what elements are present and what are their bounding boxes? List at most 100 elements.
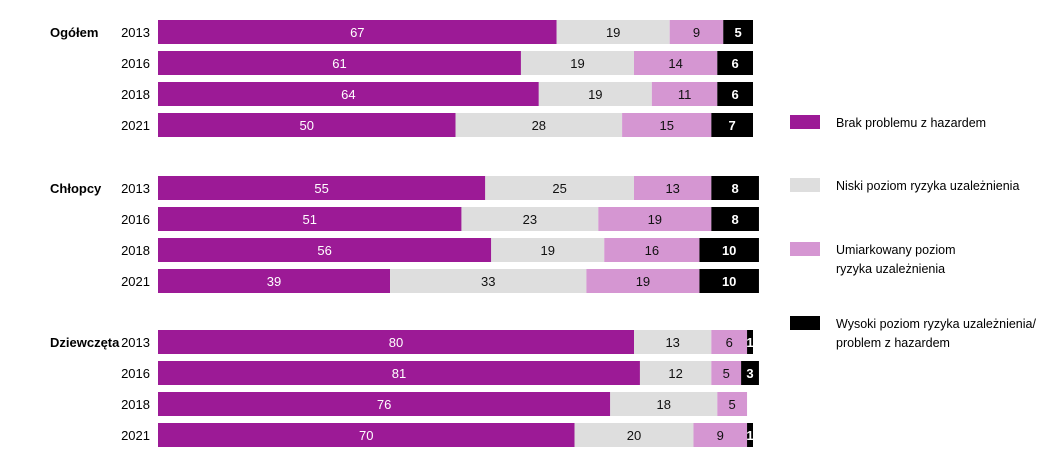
- data-label: 5: [735, 25, 742, 40]
- legend-swatch: [790, 242, 820, 256]
- bar-segment: [610, 392, 718, 416]
- data-label: 39: [267, 274, 281, 289]
- bar-segment: [747, 330, 753, 354]
- legend-label: Umiarkowany poziom: [836, 243, 955, 257]
- data-label: 12: [668, 366, 682, 381]
- bar-segment: [717, 82, 753, 106]
- data-label: 6: [732, 56, 739, 71]
- bar-segment: [158, 20, 557, 44]
- data-label: 80: [389, 335, 403, 350]
- data-label: 14: [668, 56, 682, 71]
- data-label: 10: [722, 243, 736, 258]
- bar-segment: [158, 51, 521, 75]
- data-label: 28: [532, 118, 546, 133]
- bar-segment: [711, 113, 753, 137]
- data-label: 67: [350, 25, 364, 40]
- group-label: Chłopcy: [50, 181, 102, 196]
- group-label: Dziewczęta: [50, 335, 120, 350]
- bar-segment: [461, 207, 599, 231]
- data-label: 20: [627, 428, 641, 443]
- bar-segment: [711, 176, 759, 200]
- data-label: 9: [693, 25, 700, 40]
- bar-segment: [158, 392, 611, 416]
- data-label: 19: [570, 56, 584, 71]
- bar-segment: [634, 176, 712, 200]
- data-label: 11: [678, 87, 692, 102]
- year-tick-label: 2021: [121, 274, 150, 289]
- bar-segment: [556, 20, 670, 44]
- data-label: 56: [317, 243, 331, 258]
- data-label: 19: [540, 243, 554, 258]
- bar-segment: [651, 82, 718, 106]
- bar-segment: [634, 51, 718, 75]
- bar-segment: [158, 361, 640, 385]
- legend-swatch: [790, 316, 820, 330]
- bar-segment: [634, 330, 712, 354]
- legend-label: Wysoki poziom ryzyka uzależnienia/: [836, 317, 1036, 331]
- bar-segment: [158, 423, 575, 447]
- data-label: 13: [665, 335, 679, 350]
- data-label: 15: [659, 118, 673, 133]
- year-tick-label: 2018: [121, 397, 150, 412]
- data-label: 5: [729, 397, 736, 412]
- legend-label: Brak problemu z hazardem: [836, 116, 986, 130]
- data-label: 19: [588, 87, 602, 102]
- legend-swatch: [790, 178, 820, 192]
- data-label: 19: [606, 25, 620, 40]
- data-label: 33: [481, 274, 495, 289]
- data-label: 64: [341, 87, 355, 102]
- bar-segment: [158, 238, 492, 262]
- data-label: 10: [722, 274, 736, 289]
- bar-segment: [747, 423, 753, 447]
- bar-segment: [693, 423, 748, 447]
- data-label: 23: [523, 212, 537, 227]
- data-label: 81: [392, 366, 406, 381]
- bar-segment: [158, 113, 456, 137]
- bar-segment: [574, 423, 694, 447]
- bar-segment: [485, 176, 634, 200]
- data-label: 7: [729, 118, 736, 133]
- bar-segment: [699, 238, 759, 262]
- data-label: 76: [377, 397, 391, 412]
- data-label: 61: [332, 56, 346, 71]
- year-tick-label: 2013: [121, 335, 150, 350]
- data-label: 50: [300, 118, 314, 133]
- bar-segment: [639, 361, 712, 385]
- bar-segment: [158, 269, 391, 293]
- data-label: 51: [302, 212, 316, 227]
- data-label: 70: [359, 428, 373, 443]
- bar-segment: [158, 82, 539, 106]
- bar-segment: [669, 20, 724, 44]
- bar-segment: [699, 269, 759, 293]
- data-label: 16: [645, 243, 659, 258]
- bar-segment: [158, 330, 634, 354]
- data-label: 13: [665, 181, 679, 196]
- year-tick-label: 2021: [121, 428, 150, 443]
- legend-label: Niski poziom ryzyka uzależnienia: [836, 179, 1019, 193]
- bar-segment: [520, 51, 634, 75]
- data-label: 19: [648, 212, 662, 227]
- data-label: 1: [746, 335, 753, 350]
- data-label: 5: [723, 366, 730, 381]
- year-tick-label: 2013: [121, 25, 150, 40]
- bar-segment: [717, 392, 748, 416]
- year-tick-label: 2021: [121, 118, 150, 133]
- bar-segment: [538, 82, 652, 106]
- bar-segment: [717, 51, 753, 75]
- legend-label: problem z hazardem: [836, 336, 950, 350]
- bar-segment: [158, 176, 486, 200]
- data-label: 9: [717, 428, 724, 443]
- data-label: 19: [636, 274, 650, 289]
- bar-segment: [586, 269, 700, 293]
- bar-segment: [741, 361, 759, 385]
- bar-segment: [604, 238, 700, 262]
- bar-segment: [622, 113, 712, 137]
- year-tick-label: 2013: [121, 181, 150, 196]
- bar-segment: [598, 207, 712, 231]
- data-label: 18: [657, 397, 671, 412]
- bar-segment: [158, 207, 462, 231]
- year-tick-label: 2016: [121, 56, 150, 71]
- year-tick-label: 2018: [121, 243, 150, 258]
- bar-segment: [455, 113, 623, 137]
